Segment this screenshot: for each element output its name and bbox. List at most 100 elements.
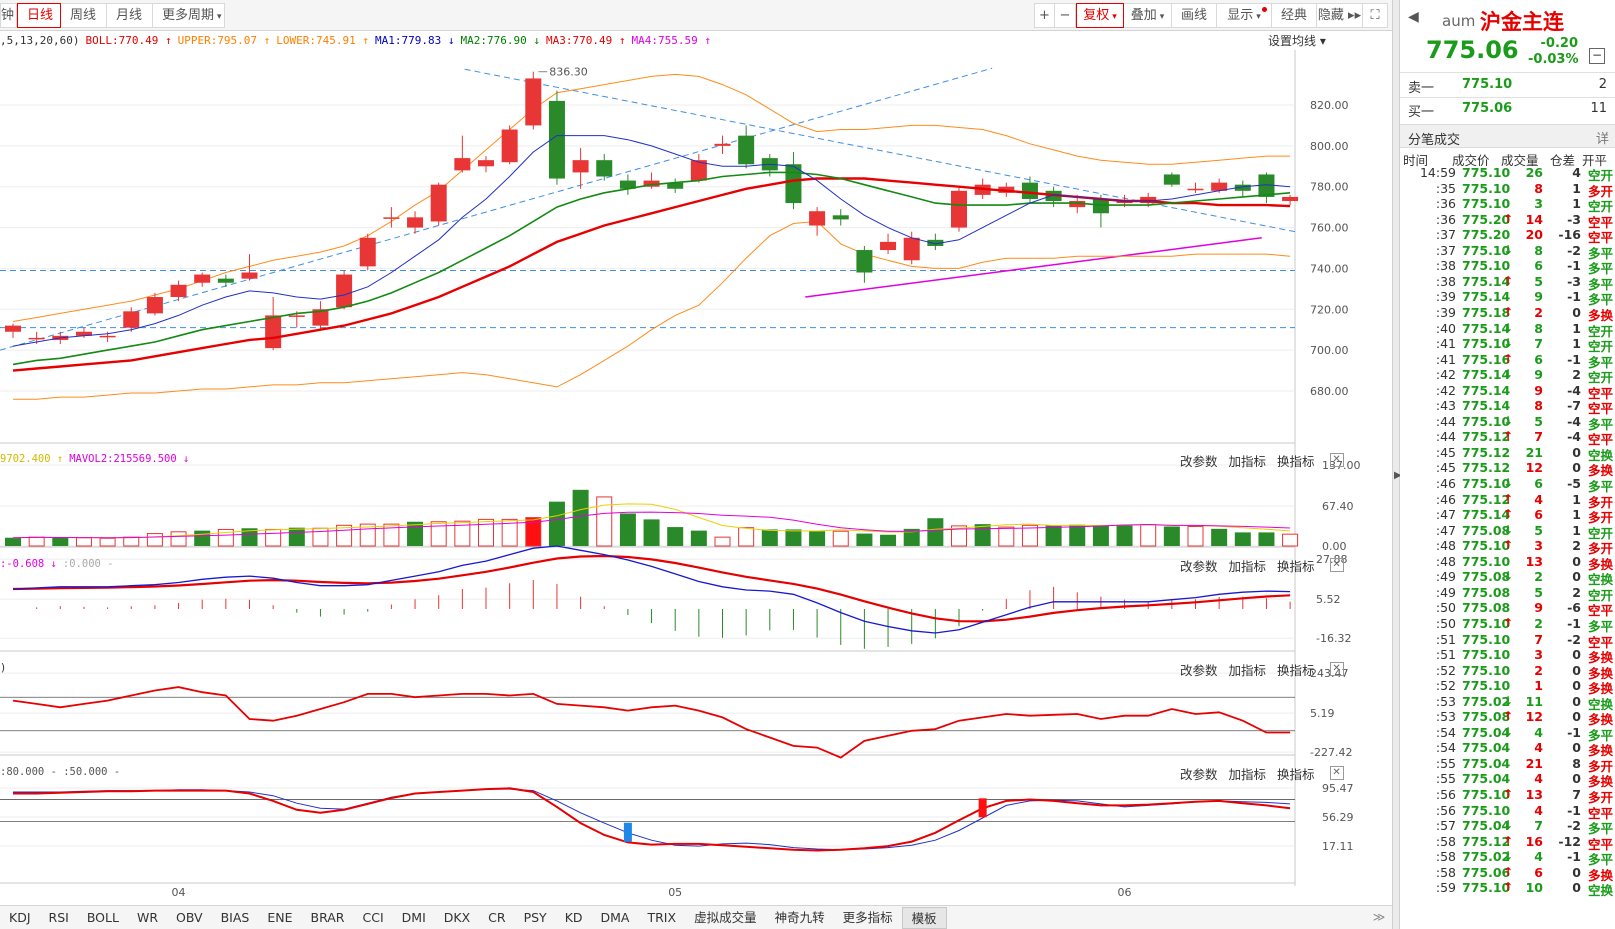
tool-button-1[interactable]: − bbox=[1055, 3, 1076, 28]
volume-bar bbox=[28, 536, 45, 547]
tick-row: :52 775.10 1 0 多换 bbox=[1400, 678, 1615, 696]
tick-price: 775.10 bbox=[1462, 615, 1511, 631]
volume-bar bbox=[1021, 524, 1038, 547]
tick-volume: 9 bbox=[1534, 367, 1543, 383]
panel-splitter[interactable]: ▶ bbox=[1392, 0, 1402, 929]
candle-body bbox=[383, 217, 400, 219]
indicator-tab-1[interactable]: RSI bbox=[48, 909, 69, 925]
tick-type: 空换 bbox=[1587, 572, 1613, 588]
candle-body bbox=[288, 315, 305, 317]
modify-params-button[interactable]: 改参数 bbox=[1180, 766, 1218, 782]
indicator-tab-18[interactable]: 更多指标 bbox=[842, 909, 893, 925]
collapse-icon[interactable]: − bbox=[1589, 48, 1605, 64]
volume-bar bbox=[217, 528, 234, 547]
tick-time: :48 bbox=[1435, 553, 1456, 569]
add-indicator-button[interactable]: 加指标 bbox=[1228, 662, 1267, 678]
switch-indicator-button[interactable]: 换指标 bbox=[1277, 766, 1315, 782]
add-indicator-button[interactable]: 加指标 bbox=[1228, 766, 1267, 782]
col-price: 成交价 bbox=[1452, 153, 1490, 168]
trend-line-up bbox=[0, 67, 993, 351]
tick-price: 775.08 bbox=[1462, 569, 1511, 585]
kline-chart[interactable]: 820.00 800.00 780.00 760.00 740.00 720.00 700.… bbox=[0, 50, 1392, 886]
tool-button-3[interactable]: 叠加 ▾ bbox=[1124, 3, 1172, 28]
indicator-tab-16[interactable]: 虚拟成交量 bbox=[694, 909, 757, 925]
y-tick-label: 740.00 bbox=[1310, 262, 1349, 275]
indicator-tab-8[interactable]: CCI bbox=[362, 909, 384, 925]
tick-type: 多平 bbox=[1587, 261, 1613, 277]
period-button-3[interactable]: 月线 bbox=[107, 3, 153, 28]
period-button-2[interactable]: 周线 bbox=[61, 3, 107, 28]
tick-volume: 6 bbox=[1534, 507, 1543, 523]
tick-volume: 6 bbox=[1534, 258, 1543, 274]
add-indicator-button[interactable]: 加指标 bbox=[1228, 558, 1267, 574]
tick-volume: 10 bbox=[1525, 880, 1543, 896]
modify-params-button[interactable]: 改参数 bbox=[1180, 558, 1218, 574]
tick-time: :53 bbox=[1435, 709, 1456, 725]
volume-bar bbox=[1116, 524, 1133, 546]
volume-bar bbox=[596, 496, 613, 547]
tool-button-0[interactable]: + bbox=[1034, 3, 1055, 28]
tick-oi-change: -6 bbox=[1567, 600, 1581, 616]
indicator-tab-10[interactable]: DKX bbox=[443, 909, 471, 925]
tool-button-4[interactable]: 画线 bbox=[1172, 3, 1217, 28]
tool-button-5[interactable]: 显示 ▾ bbox=[1217, 3, 1272, 28]
indicator-tab-12[interactable]: PSY bbox=[523, 909, 547, 925]
modify-params-button[interactable]: 改参数 bbox=[1180, 662, 1218, 678]
close-icon[interactable]: ✕ bbox=[1329, 662, 1344, 676]
tick-type: 多平 bbox=[1587, 618, 1613, 634]
ma-settings-button[interactable]: 设置均线 ▾ bbox=[1268, 34, 1326, 48]
indicator-tab-13[interactable]: KD bbox=[564, 909, 583, 925]
close-icon[interactable]: ✕ bbox=[1329, 766, 1344, 780]
indicator-tab-4[interactable]: OBV bbox=[176, 909, 203, 925]
tool-button-label: 复权 bbox=[1083, 8, 1110, 23]
tick-oi-change: -1 bbox=[1567, 258, 1581, 274]
switch-indicator-button[interactable]: 换指标 bbox=[1277, 558, 1315, 574]
indicator-tab-7[interactable]: BRAR bbox=[310, 909, 345, 925]
add-indicator-button[interactable]: 加指标 bbox=[1228, 453, 1267, 469]
indicator-tab-19[interactable]: 模板 bbox=[901, 906, 947, 929]
tool-button-8[interactable]: ⛶ bbox=[1363, 3, 1388, 28]
indicator-tab-0[interactable]: KDJ bbox=[9, 909, 31, 925]
tool-button-7[interactable]: 隐藏 ▸▸ bbox=[1317, 3, 1363, 28]
more-tabs-arrow-icon[interactable]: ≫ bbox=[1372, 910, 1386, 924]
switch-indicator-button[interactable]: 换指标 bbox=[1277, 453, 1315, 469]
splitter-grip-icon[interactable]: ▶ bbox=[1394, 470, 1402, 481]
volume-bar bbox=[856, 533, 873, 546]
col-time: 时间 bbox=[1403, 153, 1429, 168]
close-icon[interactable]: ✕ bbox=[1329, 453, 1344, 467]
tick-volume: 5 bbox=[1534, 522, 1543, 538]
indicator-tab-3[interactable]: WR bbox=[136, 909, 158, 925]
tick-price: 775.02 bbox=[1462, 693, 1511, 709]
tick-volume: 2 bbox=[1534, 569, 1543, 585]
tool-button-2[interactable]: 复权 ▾ bbox=[1076, 3, 1124, 28]
period-button-1[interactable]: 日线 bbox=[17, 3, 61, 28]
indicator-tab-15[interactable]: TRIX bbox=[647, 909, 677, 925]
switch-indicator-button[interactable]: 换指标 bbox=[1277, 662, 1315, 678]
tick-direction-icon: ↓ bbox=[1503, 849, 1514, 864]
volume-bar bbox=[501, 518, 518, 547]
tick-time: :45 bbox=[1435, 444, 1456, 460]
tick-price: 775.10 bbox=[1462, 165, 1511, 180]
tick-row: :35 775.10 8 1 多开 bbox=[1400, 181, 1615, 199]
tool-button-6[interactable]: 经典 bbox=[1272, 3, 1317, 28]
indicator-tab-11[interactable]: CR bbox=[488, 909, 506, 925]
period-button-0[interactable]: 钟 bbox=[0, 3, 17, 28]
indicator-tab-6[interactable]: ENE bbox=[267, 909, 293, 925]
detail-icon[interactable]: 详 bbox=[1595, 132, 1609, 147]
tick-volume: 8 bbox=[1534, 398, 1543, 414]
close-icon[interactable]: ✕ bbox=[1329, 558, 1344, 572]
tick-type: 多平 bbox=[1587, 354, 1613, 370]
candle-body bbox=[667, 182, 684, 189]
indicator-tab-14[interactable]: DMA bbox=[600, 909, 630, 925]
tick-oi-change: 4 bbox=[1572, 165, 1581, 180]
indicator-tab-2[interactable]: BOLL bbox=[86, 909, 119, 925]
indicator-tab-17[interactable]: 神奇九转 bbox=[774, 909, 825, 925]
modify-params-button[interactable]: 改参数 bbox=[1180, 453, 1218, 469]
period-button-4[interactable]: 更多周期 ▾ bbox=[153, 3, 225, 28]
y-tick-label: 67.40 bbox=[1322, 500, 1354, 513]
indicator-tab-5[interactable]: BIAS bbox=[220, 909, 250, 925]
tick-oi-change: -2 bbox=[1567, 818, 1581, 834]
back-arrow-icon[interactable]: ◀ bbox=[1408, 9, 1419, 25]
indicator-tab-9[interactable]: DMI bbox=[401, 909, 426, 925]
tick-direction-icon: ↓ bbox=[1503, 522, 1514, 537]
